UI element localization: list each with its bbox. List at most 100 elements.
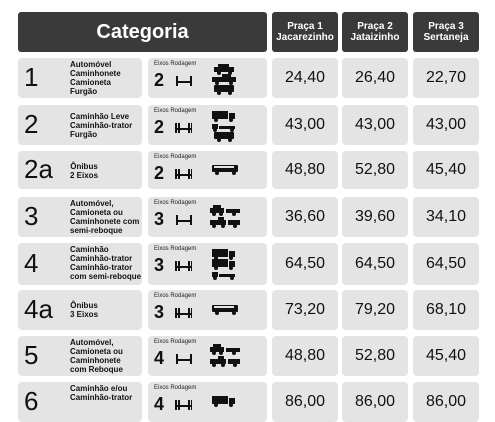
price-praca-3: 86,00 xyxy=(413,382,479,422)
axle-labels: Eixos Rodagem xyxy=(154,200,196,206)
dual-wheel-icon xyxy=(175,261,192,271)
axle-count: 3 xyxy=(154,302,165,322)
axle-count: 3 xyxy=(154,209,165,229)
category-code: 1 xyxy=(24,62,39,92)
price-praca-3: 34,10 xyxy=(413,197,479,237)
bus-icon xyxy=(212,305,238,315)
price-praca-1: 43,00 xyxy=(272,105,338,145)
price-praca-1: 24,40 xyxy=(272,58,338,98)
eixos-label: Eixos xyxy=(154,246,169,252)
tractor-icon xyxy=(212,272,235,280)
truck-icon xyxy=(212,396,235,407)
category-code: 6 xyxy=(24,386,39,416)
category-description: Caminhão Leve Caminhão-trator Furgão xyxy=(70,112,133,139)
rodagem-label: Rodagem xyxy=(170,339,197,345)
axle-count: 4 xyxy=(154,348,165,368)
price-praca-2: 79,20 xyxy=(342,290,408,330)
tractor-icon xyxy=(212,124,235,132)
price-praca-3: 68,10 xyxy=(413,290,479,330)
axle-labels: Eixos Rodagem xyxy=(154,385,196,391)
price-praca-1: 48,80 xyxy=(272,151,338,189)
rodagem-label: Rodagem xyxy=(170,108,197,114)
category-cell: 4 Caminhão Caminhão-trator Caminhão-trato… xyxy=(18,243,142,285)
axle-labels: Eixos Rodagem xyxy=(154,154,196,160)
praca-3-header: Praça 3 Sertaneja xyxy=(413,12,479,52)
axle-cell: Eixos Rodagem 3 xyxy=(148,290,267,330)
category-code: 3 xyxy=(24,201,39,231)
axle-cell: Eixos Rodagem 3 xyxy=(148,197,267,237)
category-code: 2a xyxy=(24,154,53,184)
axle-labels: Eixos Rodagem xyxy=(154,108,196,114)
pickup-trailer-icon xyxy=(210,217,240,228)
dual-wheel-icon xyxy=(175,400,192,410)
price-praca-1: 64,50 xyxy=(272,243,338,285)
price-praca-3: 64,50 xyxy=(413,243,479,285)
axle-labels: Eixos Rodagem xyxy=(154,246,196,252)
single-wheel-icon xyxy=(176,354,192,364)
category-cell: 1 Automóvel Caminhonete Camioneta Furgão xyxy=(18,58,142,98)
category-code: 2 xyxy=(24,109,39,139)
price-praca-1: 73,20 xyxy=(272,290,338,330)
single-wheel-icon xyxy=(176,215,192,225)
rodagem-label: Rodagem xyxy=(170,61,197,67)
price-praca-1: 48,80 xyxy=(272,336,338,376)
dual-wheel-icon xyxy=(175,308,192,318)
price-praca-1: 86,00 xyxy=(272,382,338,422)
axle-cell: Eixos Rodagem 3 xyxy=(148,243,267,285)
axle-count: 2 xyxy=(154,117,165,137)
category-description: Automóvel Caminhonete Camioneta Furgão xyxy=(70,60,121,96)
axle-labels: Eixos Rodagem xyxy=(154,61,196,67)
price-praca-2: 43,00 xyxy=(342,105,408,145)
category-cell: 2 Caminhão Leve Caminhão-trator Furgão xyxy=(18,105,142,145)
category-header: Categoria xyxy=(18,12,267,52)
price-praca-2: 26,40 xyxy=(342,58,408,98)
price-praca-3: 43,00 xyxy=(413,105,479,145)
axle-cell: Eixos Rodagem 2 xyxy=(148,105,267,145)
dual-wheel-icon xyxy=(175,169,192,179)
truck-icon xyxy=(212,111,235,122)
price-praca-3: 45,40 xyxy=(413,151,479,189)
axle-labels: Eixos Rodagem xyxy=(154,293,196,299)
rodagem-label: Rodagem xyxy=(170,293,197,299)
truck-icon xyxy=(212,259,235,270)
category-cell: 6 Caminhão e/ou Caminhão-trator xyxy=(18,382,142,422)
axle-count: 2 xyxy=(154,70,165,90)
eixos-label: Eixos xyxy=(154,200,169,206)
category-cell: 5 Automóvel, Camioneta ou Caminhonete com… xyxy=(18,336,142,376)
category-description: Automóvel, Camioneta ou Caminhonete com … xyxy=(70,199,140,235)
price-praca-2: 86,00 xyxy=(342,382,408,422)
rodagem-label: Rodagem xyxy=(170,200,197,206)
category-code: 5 xyxy=(24,340,39,370)
single-wheel-icon xyxy=(176,76,192,86)
dual-wheel-icon xyxy=(175,123,192,133)
category-description: Caminhão Caminhão-trator Caminhão-trator… xyxy=(70,245,142,281)
category-description: Caminhão e/ou Caminhão-trator xyxy=(70,384,133,402)
axle-count: 4 xyxy=(154,394,165,414)
price-praca-3: 22,70 xyxy=(413,58,479,98)
axle-count: 2 xyxy=(154,163,165,183)
category-description: Ônibus 2 Eixos xyxy=(70,162,99,180)
axle-cell: Eixos Rodagem 2 xyxy=(148,151,267,189)
category-cell: 2a Ônibus 2 Eixos xyxy=(18,151,142,189)
eixos-label: Eixos xyxy=(154,108,169,114)
price-praca-1: 36,60 xyxy=(272,197,338,237)
price-praca-2: 64,50 xyxy=(342,243,408,285)
rodagem-label: Rodagem xyxy=(170,385,197,391)
rodagem-label: Rodagem xyxy=(170,154,197,160)
eixos-label: Eixos xyxy=(154,339,169,345)
axle-count: 3 xyxy=(154,255,165,275)
eixos-label: Eixos xyxy=(154,385,169,391)
price-praca-2: 52,80 xyxy=(342,151,408,189)
rodagem-label: Rodagem xyxy=(170,246,197,252)
category-description: Ônibus 3 Eixos xyxy=(70,301,99,319)
praca-2-header: Praça 2 Jataizinho xyxy=(342,12,408,52)
price-praca-2: 39,60 xyxy=(342,197,408,237)
category-code: 4 xyxy=(24,248,39,278)
eixos-label: Eixos xyxy=(154,61,169,67)
eixos-label: Eixos xyxy=(154,293,169,299)
axle-cell: Eixos Rodagem 4 xyxy=(148,382,267,422)
axle-labels: Eixos Rodagem xyxy=(154,339,196,345)
pickup-icon xyxy=(212,74,236,85)
category-code: 4a xyxy=(24,294,53,324)
axle-cell: Eixos Rodagem 4 xyxy=(148,336,267,376)
